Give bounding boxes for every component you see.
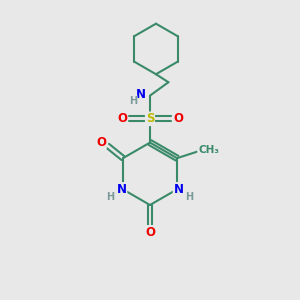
Text: O: O	[96, 136, 106, 148]
Text: H: H	[106, 192, 115, 202]
Text: H: H	[129, 96, 137, 106]
Text: H: H	[185, 192, 194, 202]
Text: N: N	[116, 183, 127, 196]
Text: N: N	[136, 88, 146, 100]
Text: S: S	[146, 112, 154, 125]
Text: O: O	[173, 112, 183, 125]
Text: N: N	[173, 183, 184, 196]
Text: O: O	[145, 226, 155, 239]
Text: O: O	[117, 112, 127, 125]
Text: CH₃: CH₃	[198, 145, 219, 155]
